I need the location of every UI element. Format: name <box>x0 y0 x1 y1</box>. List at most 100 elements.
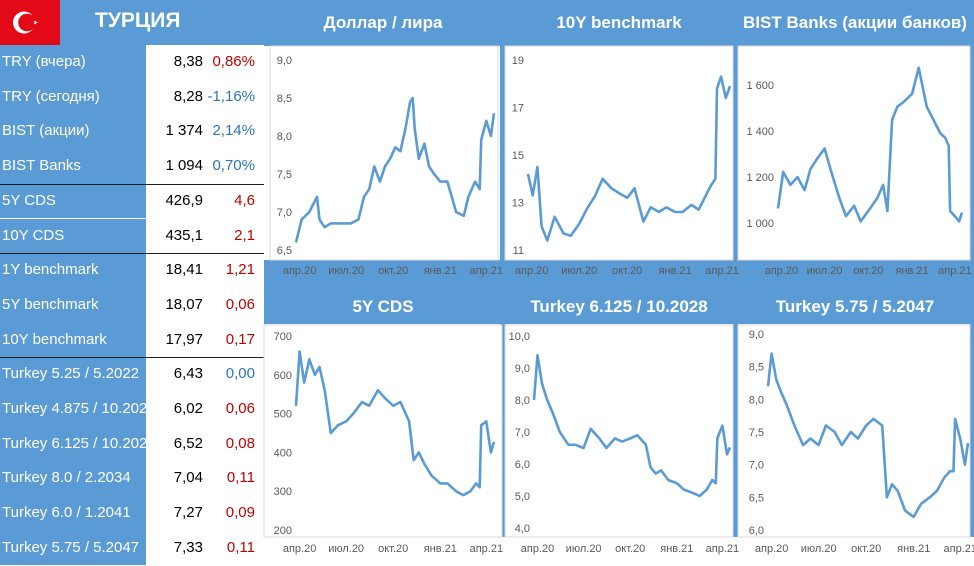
y-tick-label: 1 200 <box>746 172 774 184</box>
row-value: 17,97 <box>165 330 203 348</box>
row-value: 18,41 <box>165 261 203 279</box>
chart-title: BIST Banks (акции банков) <box>736 5 974 40</box>
table-row: TRY (сегодня) 8,28 -1,16% <box>0 79 264 115</box>
summary-table: ТУРЦИЯ TRY (вчера) 8,38 0,86% TRY (сегодня)… <box>0 0 264 566</box>
x-tick-label: окт.20 <box>615 543 645 555</box>
row-name: 10Y CDS <box>0 218 146 254</box>
x-tick-label: апр.20 <box>521 543 554 555</box>
y-tick-label: 500 <box>274 409 292 421</box>
x-tick-label: апр.20 <box>755 543 788 555</box>
y-tick-label: 600 <box>274 370 292 382</box>
row-value: 7,33 <box>173 538 203 556</box>
series-line <box>526 75 732 242</box>
row-change: 4,6 <box>234 191 255 209</box>
chart-title: 5Y CDS <box>264 289 502 324</box>
table-row: Turkey 6.125 / 10.2028 6,52 0,08 <box>0 426 264 462</box>
panel-band <box>264 260 974 289</box>
chart-frame <box>269 45 499 261</box>
x-tick-label: июл.20 <box>561 265 597 277</box>
x-tick-label: июл.20 <box>801 543 837 555</box>
y-tick-label: 6,5 <box>749 492 764 504</box>
row-value: 1 094 <box>165 157 203 175</box>
y-tick-label: 300 <box>274 486 292 498</box>
x-tick-label: июл.20 <box>328 265 364 277</box>
row-name: Turkey 5.25 / 5.2022 <box>0 357 146 392</box>
row-value: 426,9 <box>165 191 203 209</box>
y-tick-label: 9,0 <box>515 363 530 375</box>
y-tick-label: 9,0 <box>277 55 292 67</box>
row-change: 0,00 <box>225 365 255 383</box>
row-change: 2,1 <box>234 226 255 244</box>
y-tick-label: 6,0 <box>749 525 764 537</box>
x-tick-label: июл.20 <box>328 543 364 555</box>
flag-emblem <box>13 11 38 34</box>
y-tick-label: 13 <box>512 198 524 210</box>
x-tick-label: апр.20 <box>765 265 798 277</box>
chart-frame <box>737 324 971 538</box>
row-name: BIST (акции) <box>0 114 146 150</box>
chart-frame <box>504 324 734 538</box>
table-row: Turkey 5.75 / 5.2047 7,33 0,11 <box>0 530 264 566</box>
y-tick-label: 1 400 <box>746 126 774 138</box>
row-name: TRY (сегодня) <box>0 79 146 115</box>
table-row: BIST (акции) 1 374 2,14% <box>0 114 264 150</box>
chart-frame <box>504 45 734 261</box>
y-tick-label: 9,0 <box>749 329 764 341</box>
x-tick-label: июл.20 <box>566 543 602 555</box>
row-change: 0,09 <box>225 504 255 522</box>
y-tick-label: 8,5 <box>277 93 292 105</box>
y-tick-label: 5,0 <box>515 491 530 503</box>
y-tick-label: 11 <box>513 245 524 257</box>
table-row: Turkey 4.875 / 10.2026 6,02 0,06 <box>0 392 264 427</box>
y-tick-label: 10,0 <box>509 331 530 343</box>
panel-band <box>733 289 738 537</box>
x-tick-label: янв.21 <box>424 265 457 277</box>
chart-title: 10Y benchmark <box>503 5 735 40</box>
series-line <box>294 350 496 497</box>
y-tick-label: 1 600 <box>746 80 774 92</box>
x-tick-label: апр.21 <box>470 265 503 277</box>
x-tick-label: янв.21 <box>660 543 693 555</box>
row-change: 0,11 <box>226 469 255 487</box>
chart-title: Доллар / лира <box>264 5 502 40</box>
y-tick-label: 1 000 <box>746 218 774 230</box>
row-change: 2,14% <box>212 122 255 140</box>
y-tick-label: 7,5 <box>749 427 764 439</box>
row-name: Turkey 6.125 / 10.2028 <box>0 426 146 462</box>
row-value: 1 374 <box>165 122 203 140</box>
row-change: 0,70% <box>212 157 255 175</box>
y-tick-label: 700 <box>274 331 292 343</box>
row-name: 5Y CDS <box>0 183 146 219</box>
x-tick-label: апр.20 <box>283 543 316 555</box>
row-name: TRY (вчера) <box>0 45 146 80</box>
y-tick-label: 8,0 <box>515 395 530 407</box>
series-line <box>776 66 964 223</box>
x-tick-label: окт.20 <box>853 265 883 277</box>
row-separator <box>0 357 264 359</box>
row-change: -1,16% <box>207 87 255 105</box>
country-title: ТУРЦИЯ <box>95 9 181 32</box>
table-row: 5Y CDS 426,9 4,6 <box>0 183 264 219</box>
y-tick-label: 7,0 <box>749 460 764 472</box>
table-header: ТУРЦИЯ <box>0 0 264 45</box>
y-tick-label: 15 <box>512 150 524 162</box>
x-tick-label: июл.20 <box>807 265 843 277</box>
x-tick-label: янв.21 <box>424 543 457 555</box>
panel-band <box>970 289 974 537</box>
row-change: 0,11 <box>226 538 255 556</box>
row-value: 435,1 <box>165 226 203 244</box>
panel-band <box>733 46 738 260</box>
x-tick-label: окт.20 <box>378 265 408 277</box>
row-name: 5Y benchmark <box>0 287 146 323</box>
row-change: 0,06 <box>225 400 255 417</box>
table-row: 1Y benchmark 18,41 1,21 <box>0 253 264 288</box>
row-name: BIST Banks <box>0 149 146 184</box>
row-change: 0,86% <box>212 53 255 70</box>
row-separator <box>0 253 264 255</box>
row-value: 6,02 <box>173 400 203 417</box>
table-row: Turkey 5.25 / 5.2022 6,43 0,00 <box>0 357 264 392</box>
x-tick-label: апр.21 <box>706 543 739 555</box>
x-tick-label: янв.21 <box>897 543 930 555</box>
x-tick-label: окт.20 <box>851 543 881 555</box>
